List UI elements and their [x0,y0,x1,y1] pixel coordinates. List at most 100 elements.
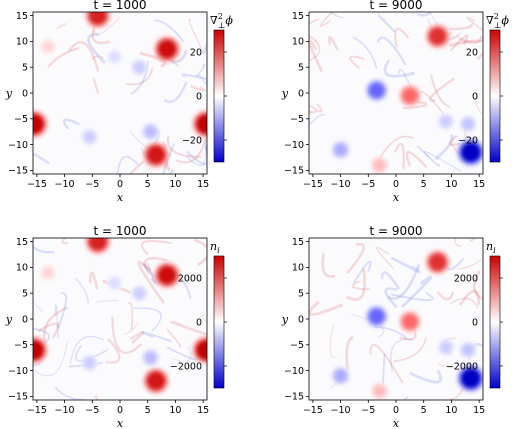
filament [454,238,462,247]
filament [146,262,156,285]
filament [309,18,319,42]
filament [434,133,454,161]
y-tick-label: 0 [22,88,28,99]
filament [377,14,396,33]
filament [181,73,207,81]
filament [122,322,139,335]
filament [95,300,119,304]
x-tick-label: 0 [117,179,123,190]
filament [458,289,481,306]
y-tick-label: −5 [290,114,304,125]
colorbar-tick-label: 20 [190,47,202,58]
filament [351,280,370,291]
filament [383,59,416,78]
vortex [460,368,481,389]
filament [35,341,68,377]
filament [345,335,354,370]
colorbar: 2000 0 −2000 ni [446,240,503,389]
x-tick-label: −10 [331,405,351,416]
filament [309,103,323,113]
x-tick-label: 0 [393,179,399,190]
x-tick-label: −5 [85,179,99,190]
filament [416,145,441,167]
filament [69,335,104,364]
colorbar: 20 0 −20 ∇2 ⊥ϕ [458,12,509,163]
colorbar-gradient [489,255,501,389]
filament [448,23,474,31]
filament [129,331,145,344]
panel-2: −15 −10 −5 0 5 10 15 15 10 5 0 −5 −10 −15 t = 9000 x y 20… [281,0,509,204]
y-tick-label: 15 [16,11,28,22]
vortex [373,158,386,172]
x-tick-label: −5 [361,179,375,190]
filament [423,150,462,172]
y-tick-label: 5 [22,289,28,300]
filament [466,16,483,32]
filament [141,240,172,256]
filament [33,245,55,254]
vortex [428,27,447,46]
filament [200,314,207,322]
filament [68,41,100,72]
y-tick-label: 15 [292,11,304,22]
filament [54,304,59,338]
filament [111,316,143,355]
y-tick-label: 10 [292,37,304,48]
vortex [146,371,166,391]
filament [319,12,334,27]
colorbar-tick-label: 2000 [178,273,202,284]
y-tick-label: 5 [298,63,304,74]
filament [195,63,206,77]
x-tick-label: −10 [55,179,75,190]
y-tick-label: −15 [8,166,28,177]
vortex [157,39,177,59]
filament [352,36,378,69]
y-tick-label: 10 [292,263,304,274]
colorbar: 2000 0 −2000 ni [170,240,227,389]
x-tick-label: 15 [197,405,209,416]
filament [74,277,89,304]
filament [186,140,207,167]
vortex [157,265,177,285]
filament [327,35,339,51]
y-tick-label: 5 [22,63,28,74]
filament [386,264,421,300]
filament [141,330,172,343]
filament [128,160,145,174]
filament [472,270,483,301]
filament [393,337,428,363]
filament [400,275,433,309]
colorbar-tick-label: −2000 [170,361,202,372]
vortex [401,87,418,104]
y-tick-label: 10 [16,37,28,48]
filament [449,297,479,309]
y-axis-label: y [5,87,13,100]
filament [409,369,443,384]
x-tick-label: 5 [145,179,151,190]
panel-title: t = 9000 [370,0,423,12]
filament [116,155,139,174]
filament [376,36,407,66]
filament-texture [33,238,207,400]
colorbar-tick-label: 0 [196,317,202,328]
filament [154,19,185,43]
vortex [108,51,121,63]
x-tick-label: 10 [445,179,457,190]
filament [390,292,434,302]
filament [56,22,67,30]
filament [74,345,109,362]
filament [350,313,385,338]
x-tick-label: 5 [145,405,151,416]
filament [393,143,405,170]
filament [93,16,121,35]
filament [369,343,404,384]
filament [429,74,451,109]
filament [449,39,483,61]
vortex [195,114,207,134]
panel-title: t = 1000 [94,224,147,238]
filament [105,338,121,364]
x-tick-label: 5 [421,179,427,190]
filament [402,100,428,110]
filament [57,292,68,329]
filament [88,271,99,290]
